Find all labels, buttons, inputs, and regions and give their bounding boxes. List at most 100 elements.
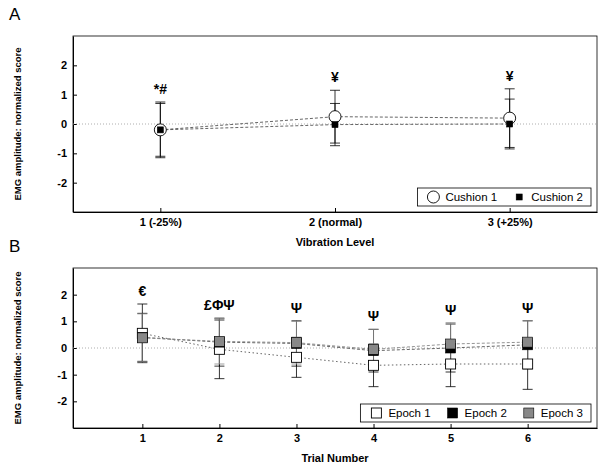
- x-tick-label: 3: [294, 432, 300, 444]
- x-tick-label: 2 (normal): [309, 216, 363, 228]
- x-axis: 1 (-25%) 2 (normal) 3 (+25%): [74, 208, 598, 228]
- x-tick-label: 5: [448, 432, 454, 444]
- legend-label: Cushion 2: [531, 191, 583, 203]
- x-tick-mark: [374, 424, 375, 428]
- error-bar: [214, 319, 224, 364]
- y-tick-mark: [73, 321, 77, 322]
- y-tick-mark: [73, 153, 77, 154]
- x-axis: 1 2 3 4 5 6: [74, 424, 598, 444]
- annotation: ¥: [506, 68, 514, 84]
- data-point: [446, 339, 456, 349]
- x-tick-mark: [296, 424, 297, 428]
- x-tick-mark: [142, 424, 143, 428]
- error-bar: [330, 103, 340, 145]
- data-point: [291, 352, 301, 362]
- x-axis-title: Trial Number: [301, 452, 369, 464]
- data-point: [507, 121, 513, 127]
- x-tick: 2 (normal): [309, 208, 363, 228]
- error-bar: [137, 314, 147, 362]
- data-point: [446, 359, 456, 369]
- panel: -2-10121 (-25%)2 (normal)3 (+25%)Vibrati…: [9, 5, 598, 248]
- plot-frame: [73, 268, 597, 428]
- x-tick-mark: [219, 424, 220, 428]
- data-point: [523, 359, 533, 369]
- x-tick-label: 3 (+25%): [488, 216, 533, 228]
- error-bar: [369, 344, 379, 387]
- y-tick-mark: [73, 65, 77, 66]
- y-tick-label: -1: [57, 147, 67, 159]
- x-tick: 2: [217, 424, 223, 444]
- error-bar: [291, 321, 301, 364]
- legend-box: [360, 404, 591, 422]
- data-point: [329, 111, 341, 123]
- legend-label: Cushion 1: [445, 191, 497, 203]
- y-tick-label: -1: [57, 369, 67, 381]
- x-tick: 1 (-25%): [140, 208, 183, 228]
- data-point: [154, 124, 166, 136]
- legend: Epoch 1Epoch 2Epoch 3: [360, 404, 591, 422]
- reference-line: [73, 348, 597, 349]
- x-tick: 3 (+25%): [488, 208, 533, 228]
- annotation: *#: [154, 81, 167, 97]
- x-tick: 1: [140, 424, 146, 444]
- y-tick: 1: [61, 89, 77, 101]
- y-tick-label: 0: [61, 118, 67, 130]
- x-tick-label: 6: [525, 432, 531, 444]
- y-tick-mark: [73, 95, 77, 96]
- plot-frame: [73, 36, 597, 212]
- data-point: [214, 337, 224, 347]
- error-bar: [523, 321, 533, 364]
- data-point: [137, 332, 147, 342]
- y-tick-label: 2: [61, 289, 67, 301]
- y-tick-label: 1: [61, 89, 67, 101]
- x-tick-label: 2: [217, 432, 223, 444]
- error-bar: [214, 318, 224, 366]
- annotation: Ψ: [291, 300, 302, 316]
- data-point: [157, 127, 163, 133]
- y-axis: -2 -1 0 1 2: [57, 37, 77, 213]
- annotation: Ψ: [445, 302, 456, 318]
- x-axis-line: [74, 212, 598, 213]
- y-tick-label: -2: [57, 177, 67, 189]
- x-axis-line: [74, 428, 598, 429]
- error-bar: [523, 321, 533, 369]
- error-bar: [137, 313, 147, 361]
- x-tick-label: 4: [371, 432, 378, 444]
- y-tick: -2: [57, 177, 77, 189]
- data-point: [332, 122, 338, 128]
- x-tick-mark: [528, 424, 529, 428]
- x-tick-mark: [335, 208, 336, 212]
- plot-area: [73, 304, 597, 389]
- annotation: ¥: [331, 69, 339, 85]
- error-bar: [291, 321, 301, 366]
- y-tick-label: 0: [61, 342, 67, 354]
- error-bar: [369, 329, 379, 372]
- annotation: Ψ: [522, 300, 533, 316]
- y-tick-label: 2: [61, 59, 67, 71]
- y-tick: 2: [61, 289, 77, 301]
- data-point: [291, 338, 301, 348]
- error-bar: [505, 99, 515, 149]
- panel: -2-1012123456Trial NumberEMG amplitude: …: [9, 237, 598, 464]
- annotation: Ψ: [368, 308, 379, 324]
- legend-marker: [371, 408, 381, 418]
- y-axis-title: EMG amplitude: normalized score: [12, 271, 23, 424]
- y-tick-mark: [73, 401, 77, 402]
- plot-area: [73, 89, 597, 158]
- legend-label: Epoch 3: [541, 407, 583, 419]
- series-line: [142, 333, 527, 365]
- y-tick-mark: [73, 375, 77, 376]
- legend-label: Epoch 1: [388, 407, 430, 419]
- legend-marker: [524, 408, 534, 418]
- x-tick-mark: [160, 208, 161, 212]
- series-line: [142, 337, 527, 350]
- annotation: £ΦΨ: [204, 297, 235, 313]
- y-tick: 0: [61, 118, 77, 130]
- data-point: [523, 337, 533, 347]
- error-bar: [291, 337, 301, 377]
- y-tick: 1: [61, 315, 77, 327]
- data-point: [291, 338, 301, 348]
- y-axis: -2-1012: [57, 269, 77, 429]
- error-bar: [369, 329, 379, 369]
- x-tick-mark: [510, 208, 511, 212]
